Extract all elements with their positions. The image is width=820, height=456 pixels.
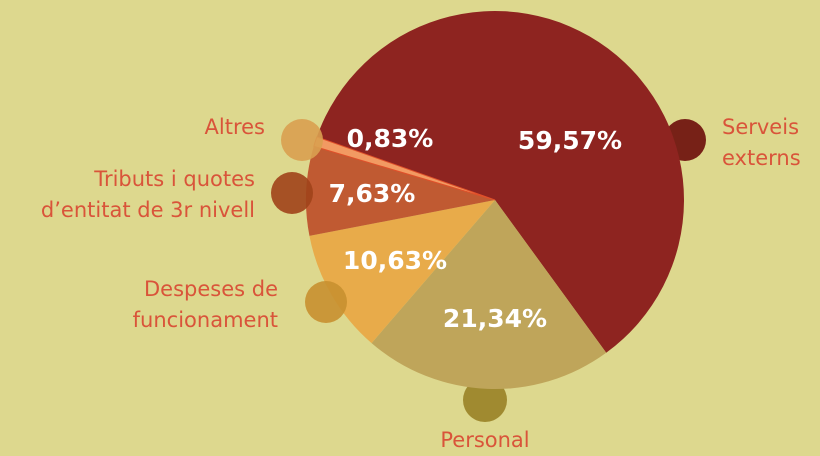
pie-slice — [316, 11, 684, 353]
value-label: 10,63% — [343, 246, 447, 275]
marker-dot — [463, 378, 507, 422]
marker-dot — [271, 172, 313, 214]
slice-label: Serveis externs — [722, 115, 801, 170]
slice-label: Personal — [440, 428, 530, 452]
slice-label: Despeses de funcionament — [132, 277, 278, 332]
value-label: 21,34% — [443, 304, 547, 333]
pie-slice — [371, 200, 607, 390]
pie-slice — [305, 146, 495, 236]
pie-slice — [309, 200, 495, 344]
value-label: 59,57% — [518, 126, 622, 155]
slice-label: Tributs i quotes d’entitat de 3r nivell — [40, 167, 255, 222]
value-label: 0,83% — [347, 124, 434, 153]
value-label: 7,63% — [329, 179, 416, 208]
slice-label: Altres — [204, 115, 265, 139]
marker-dot — [281, 119, 323, 161]
marker-dot — [305, 281, 347, 323]
